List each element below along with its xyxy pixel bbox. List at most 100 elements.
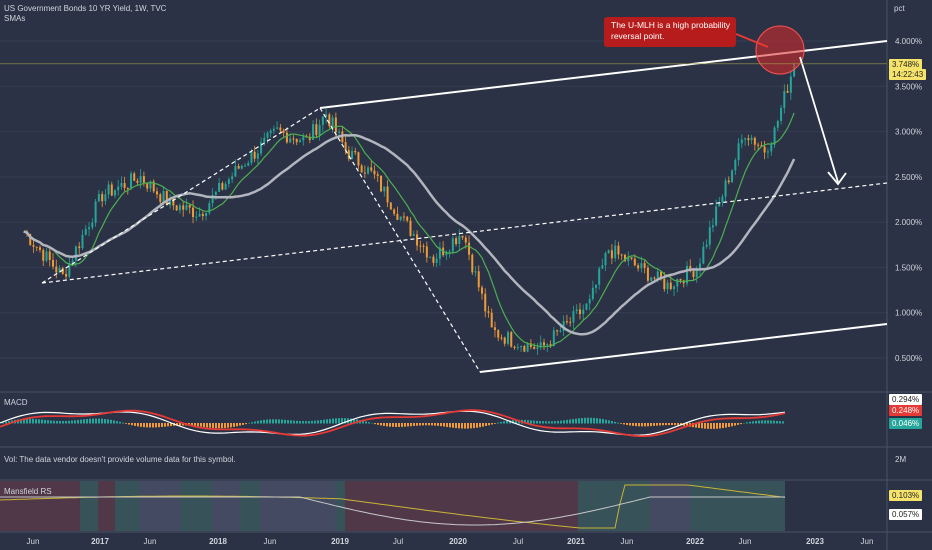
candle-body	[503, 337, 506, 344]
macd-histogram-bar	[611, 421, 613, 424]
macd-histogram-bar	[275, 419, 277, 424]
candle-body	[373, 170, 376, 175]
candle-body	[585, 303, 588, 310]
candle-body	[653, 277, 656, 279]
candle-body	[117, 186, 120, 191]
candle-body	[487, 311, 490, 313]
candle-body	[321, 116, 324, 125]
macd-line	[0, 410, 786, 436]
macd-histogram-bar	[665, 423, 667, 426]
macd-histogram-bar	[119, 421, 121, 424]
candle-body	[214, 191, 217, 196]
macd-histogram-bar	[458, 423, 460, 429]
macd-histogram-bar	[524, 419, 526, 424]
macd-histogram-bar	[374, 423, 376, 425]
candle-body	[783, 91, 786, 109]
macd-histogram-bar	[554, 421, 556, 424]
macd-histogram-bar	[338, 418, 340, 424]
candle-body	[84, 229, 87, 235]
candle-body	[484, 293, 487, 312]
annotation-callout[interactable]: The U-MLH is a high probability reversal…	[604, 17, 736, 47]
slow-sma-line	[23, 133, 796, 336]
candle-body	[45, 251, 48, 261]
candle-body	[104, 194, 107, 202]
time-tick-label: 2022	[686, 537, 704, 546]
candle-body	[770, 144, 773, 152]
candle-body	[510, 332, 513, 347]
candle-body	[734, 160, 737, 171]
candle-body	[422, 245, 425, 247]
macd-histogram-bar	[170, 423, 172, 427]
candle-body	[721, 196, 724, 203]
price-tick-label: 1.000%	[895, 309, 922, 318]
macd-histogram-bar	[773, 420, 775, 424]
macd-histogram-bar	[392, 423, 394, 427]
candle-body	[363, 172, 366, 174]
candle-body	[107, 184, 110, 195]
macd-histogram-bar	[713, 423, 715, 429]
candle-body	[94, 201, 97, 223]
macd-histogram-bar	[587, 417, 589, 424]
macd-histogram-bar	[575, 418, 577, 424]
macd-histogram-bar	[746, 422, 748, 424]
macd-histogram-bar	[542, 421, 544, 424]
macd-histogram-bar	[464, 423, 466, 429]
candle-body	[71, 260, 74, 263]
macd-histogram-bar	[497, 422, 499, 424]
candle-body	[663, 278, 666, 290]
candle-body	[198, 213, 201, 217]
macd-histogram-bar	[137, 423, 139, 427]
candle-body	[650, 277, 653, 281]
candle-body	[744, 138, 747, 140]
pitchfork-drawing[interactable]	[0, 25, 888, 373]
macd-histogram-bar	[224, 423, 226, 429]
macd-histogram-bar	[314, 420, 316, 424]
macd-histogram-bar	[35, 419, 37, 424]
candle-body	[546, 344, 549, 346]
macd-histogram-bar	[284, 419, 286, 424]
macd-histogram-bar	[500, 421, 502, 424]
candle-body	[302, 136, 305, 141]
macd-histogram-bar	[194, 423, 196, 427]
candle-body	[646, 267, 649, 281]
macd-histogram-bar	[293, 420, 295, 424]
candle-body	[432, 256, 435, 263]
macd-histogram-bar	[605, 419, 607, 424]
candle-body	[328, 114, 331, 127]
macd-histogram-bar	[530, 420, 532, 424]
candle-body	[338, 131, 341, 133]
macd-histogram-bar	[287, 420, 289, 424]
candle-body	[760, 145, 763, 147]
candle-body	[598, 268, 601, 285]
candle-body	[656, 271, 659, 279]
candle-body	[627, 257, 630, 262]
candle-body	[29, 233, 32, 246]
candle-body	[81, 234, 84, 249]
candle-body	[279, 127, 282, 131]
rs-band	[98, 481, 115, 531]
candle-body	[35, 246, 38, 248]
candle-body	[237, 166, 240, 169]
candle-body	[591, 287, 594, 299]
macd-histogram-bar	[401, 423, 403, 427]
candle-body	[318, 124, 321, 136]
macd-histogram-bar	[242, 423, 244, 425]
candle-body	[464, 237, 467, 243]
macd-histogram-bar	[641, 423, 643, 427]
time-axis: Jun 2017 Jun 2018 Jun 2019 Jul 2020 Jul 2021 Jun 20…	[27, 537, 874, 546]
macd-histogram-bar	[329, 418, 331, 424]
macd-histogram-bar	[650, 423, 652, 427]
candle-body	[562, 321, 565, 331]
macd-histogram-bar	[617, 422, 619, 424]
macd-histogram-bar	[596, 418, 598, 424]
macd-histogram-bar	[215, 423, 217, 429]
rs-ma-value-badge: 0.057%	[889, 509, 923, 520]
candle-body	[529, 343, 532, 347]
candle-body	[192, 207, 195, 218]
macd-histogram-bar	[158, 423, 160, 428]
signal-value-badge: 0.248%	[889, 405, 923, 416]
macd-histogram-bar	[695, 423, 697, 428]
macd-histogram-bar	[335, 418, 337, 424]
macd-histogram-bar	[251, 422, 253, 424]
